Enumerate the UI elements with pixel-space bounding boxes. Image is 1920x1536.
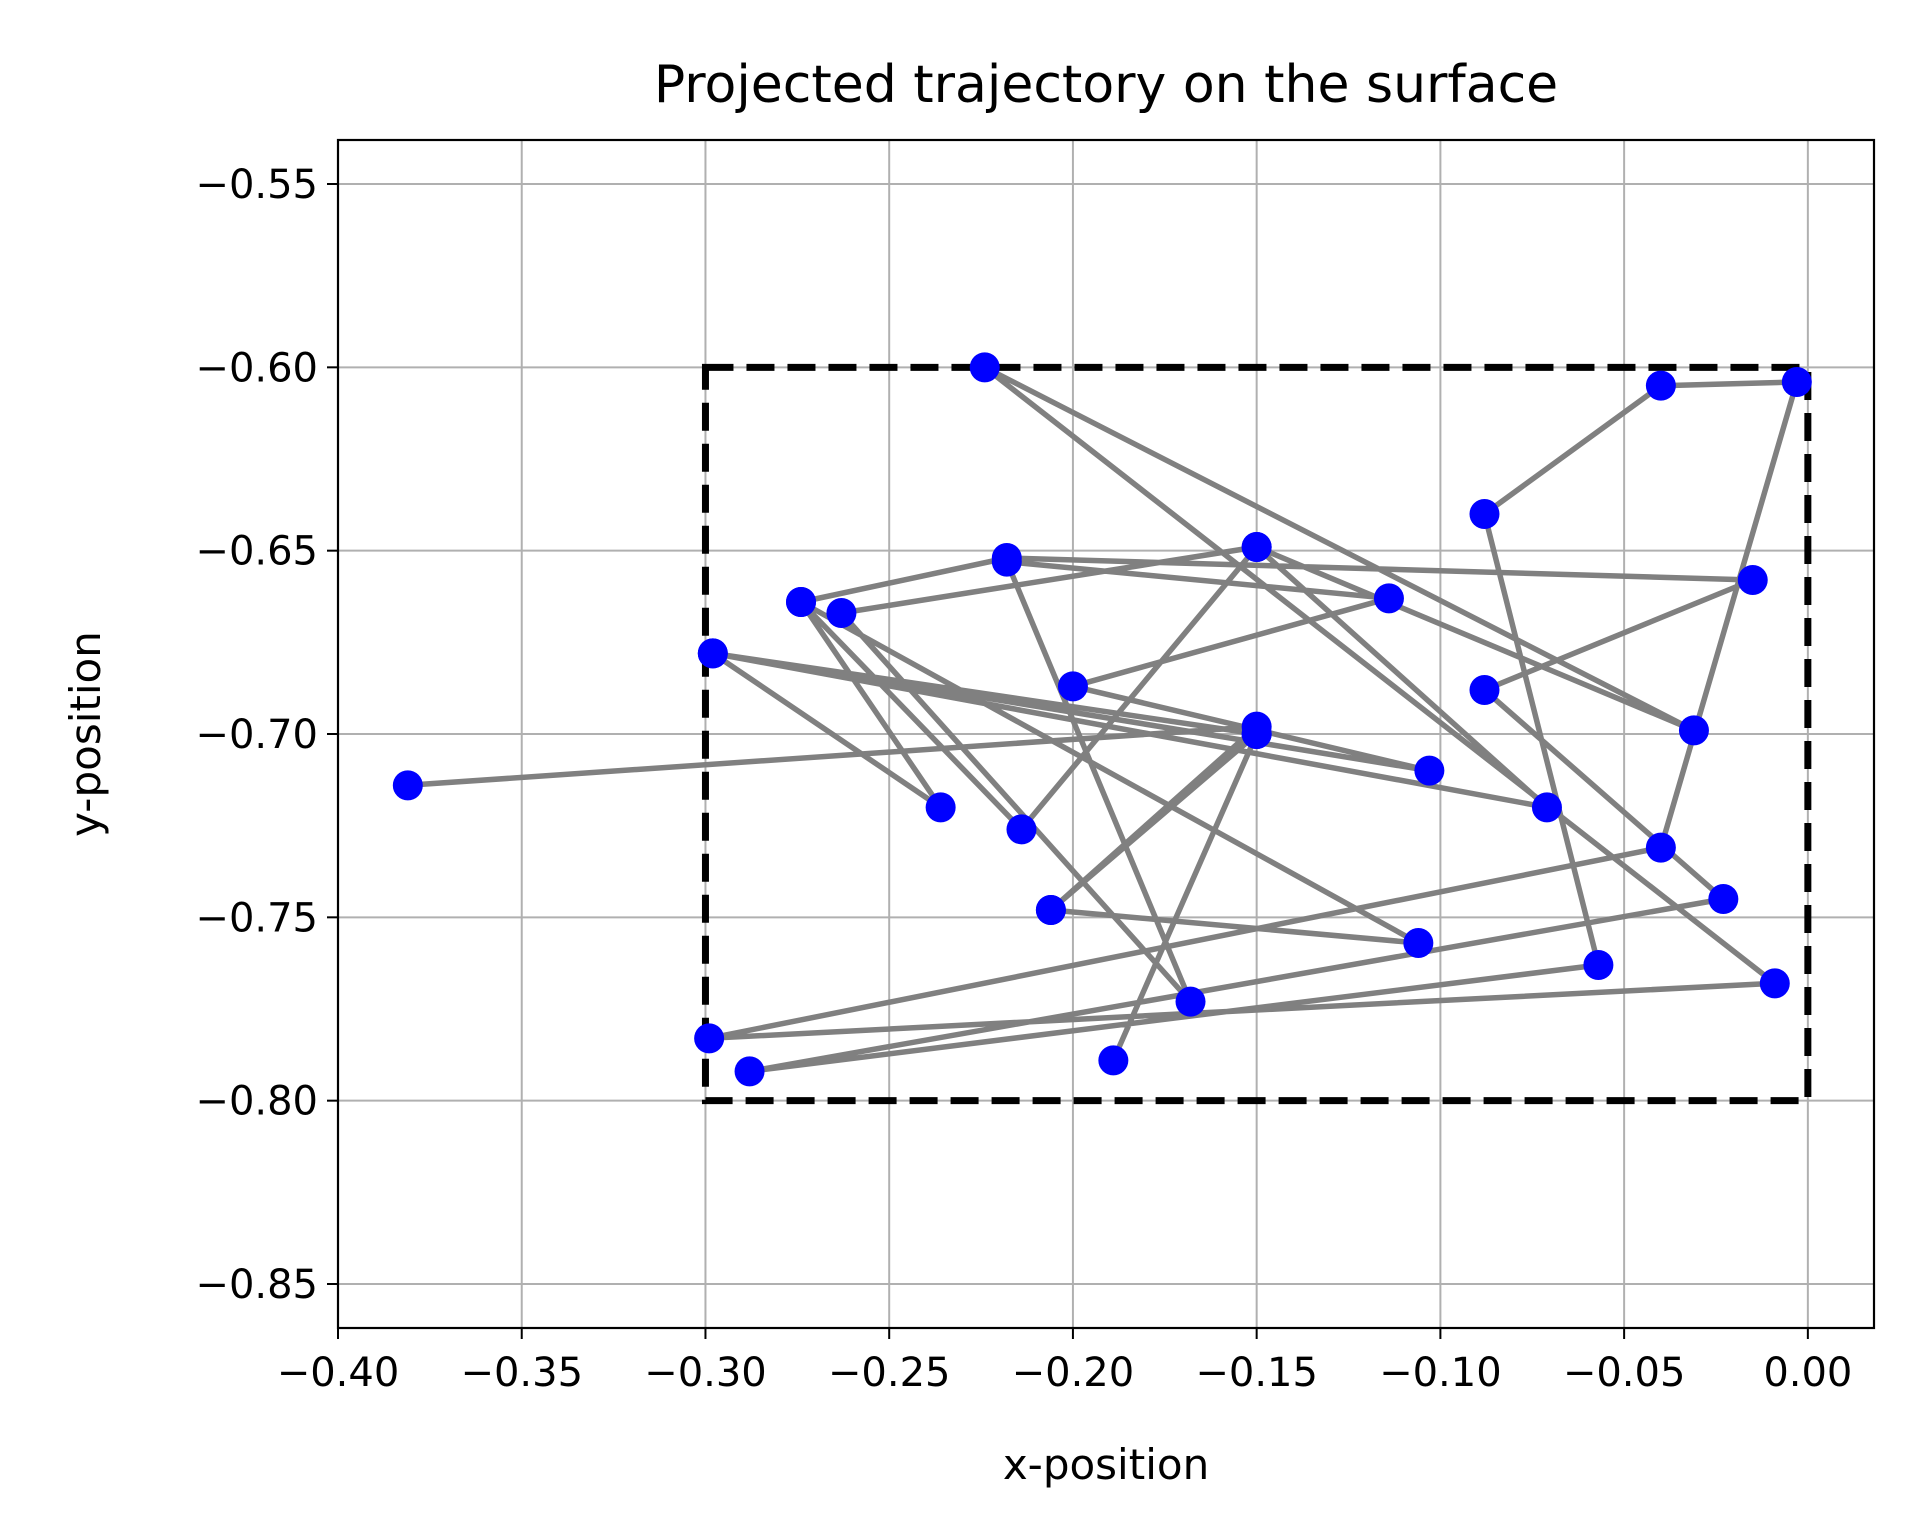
trajectory-point bbox=[1403, 928, 1434, 958]
trajectory-point bbox=[1737, 565, 1768, 595]
x-tick-label: −0.30 bbox=[644, 1350, 767, 1396]
trajectory-point bbox=[1469, 675, 1500, 705]
trajectory-point bbox=[1645, 832, 1676, 863]
y-axis-label: y-position bbox=[61, 631, 110, 837]
trajectory-point bbox=[1098, 1045, 1129, 1076]
y-tick-label: −0.65 bbox=[195, 529, 318, 575]
chart-title: Projected trajectory on the surface bbox=[654, 55, 1558, 115]
x-tick-label: −0.15 bbox=[1195, 1350, 1318, 1396]
trajectory-point bbox=[1057, 671, 1088, 702]
trajectory-point bbox=[969, 352, 1000, 383]
trajectory-point bbox=[1469, 499, 1500, 529]
trajectory-point bbox=[1531, 792, 1562, 823]
trajectory-point bbox=[1583, 950, 1614, 980]
y-tick-label: −0.60 bbox=[195, 345, 318, 391]
x-tick-label: 0.00 bbox=[1763, 1350, 1852, 1396]
x-axis-label: x-position bbox=[1003, 1440, 1209, 1489]
trajectory-point bbox=[786, 587, 817, 617]
y-tick-label: −0.80 bbox=[195, 1079, 318, 1125]
y-axis: −0.55 −0.60 −0.65 −0.70 −0.75 −0.80 −0.85 bbox=[195, 162, 338, 1308]
boundary-box bbox=[701, 363, 1812, 1105]
trajectory-point bbox=[925, 792, 956, 823]
trajectory-point bbox=[1414, 755, 1445, 786]
x-tick-label: −0.35 bbox=[460, 1350, 583, 1396]
x-tick-label: −0.20 bbox=[1012, 1350, 1135, 1396]
x-tick-label: −0.40 bbox=[277, 1350, 400, 1396]
trajectory-point bbox=[1645, 370, 1676, 401]
x-tick-label: −0.25 bbox=[828, 1350, 951, 1396]
y-tick-label: −0.55 bbox=[195, 162, 318, 208]
trajectory-point bbox=[1175, 986, 1206, 1017]
trajectory-point bbox=[1781, 367, 1812, 397]
trajectory-series bbox=[392, 352, 1812, 1087]
trajectory-point bbox=[697, 638, 728, 669]
y-tick-label: −0.85 bbox=[195, 1262, 318, 1308]
trajectory-point bbox=[991, 543, 1022, 573]
y-tick-label: −0.70 bbox=[195, 712, 318, 758]
x-axis: −0.40 −0.35 −0.30 −0.25 −0.20 −0.15 −0.10 −0.05… bbox=[277, 1328, 1852, 1396]
y-tick-label: −0.75 bbox=[195, 895, 318, 941]
trajectory-point bbox=[1708, 884, 1739, 914]
trajectory-point bbox=[1006, 814, 1037, 845]
boundary-rectangle bbox=[701, 363, 1812, 1105]
trajectory-point bbox=[1678, 715, 1709, 746]
x-tick-label: −0.10 bbox=[1379, 1350, 1502, 1396]
trajectory-point bbox=[826, 598, 857, 628]
trajectory-point bbox=[392, 770, 423, 801]
x-tick-label: −0.05 bbox=[1563, 1350, 1686, 1396]
grid-lines bbox=[337, 140, 1874, 1328]
trajectory-point bbox=[734, 1056, 765, 1087]
trajectory-point bbox=[1241, 719, 1272, 749]
trajectory-point bbox=[1241, 532, 1272, 562]
trajectory-point bbox=[694, 1023, 725, 1054]
trajectory-point bbox=[1373, 583, 1404, 614]
trajectory-point bbox=[1759, 968, 1790, 999]
trajectory-point bbox=[1035, 895, 1066, 925]
